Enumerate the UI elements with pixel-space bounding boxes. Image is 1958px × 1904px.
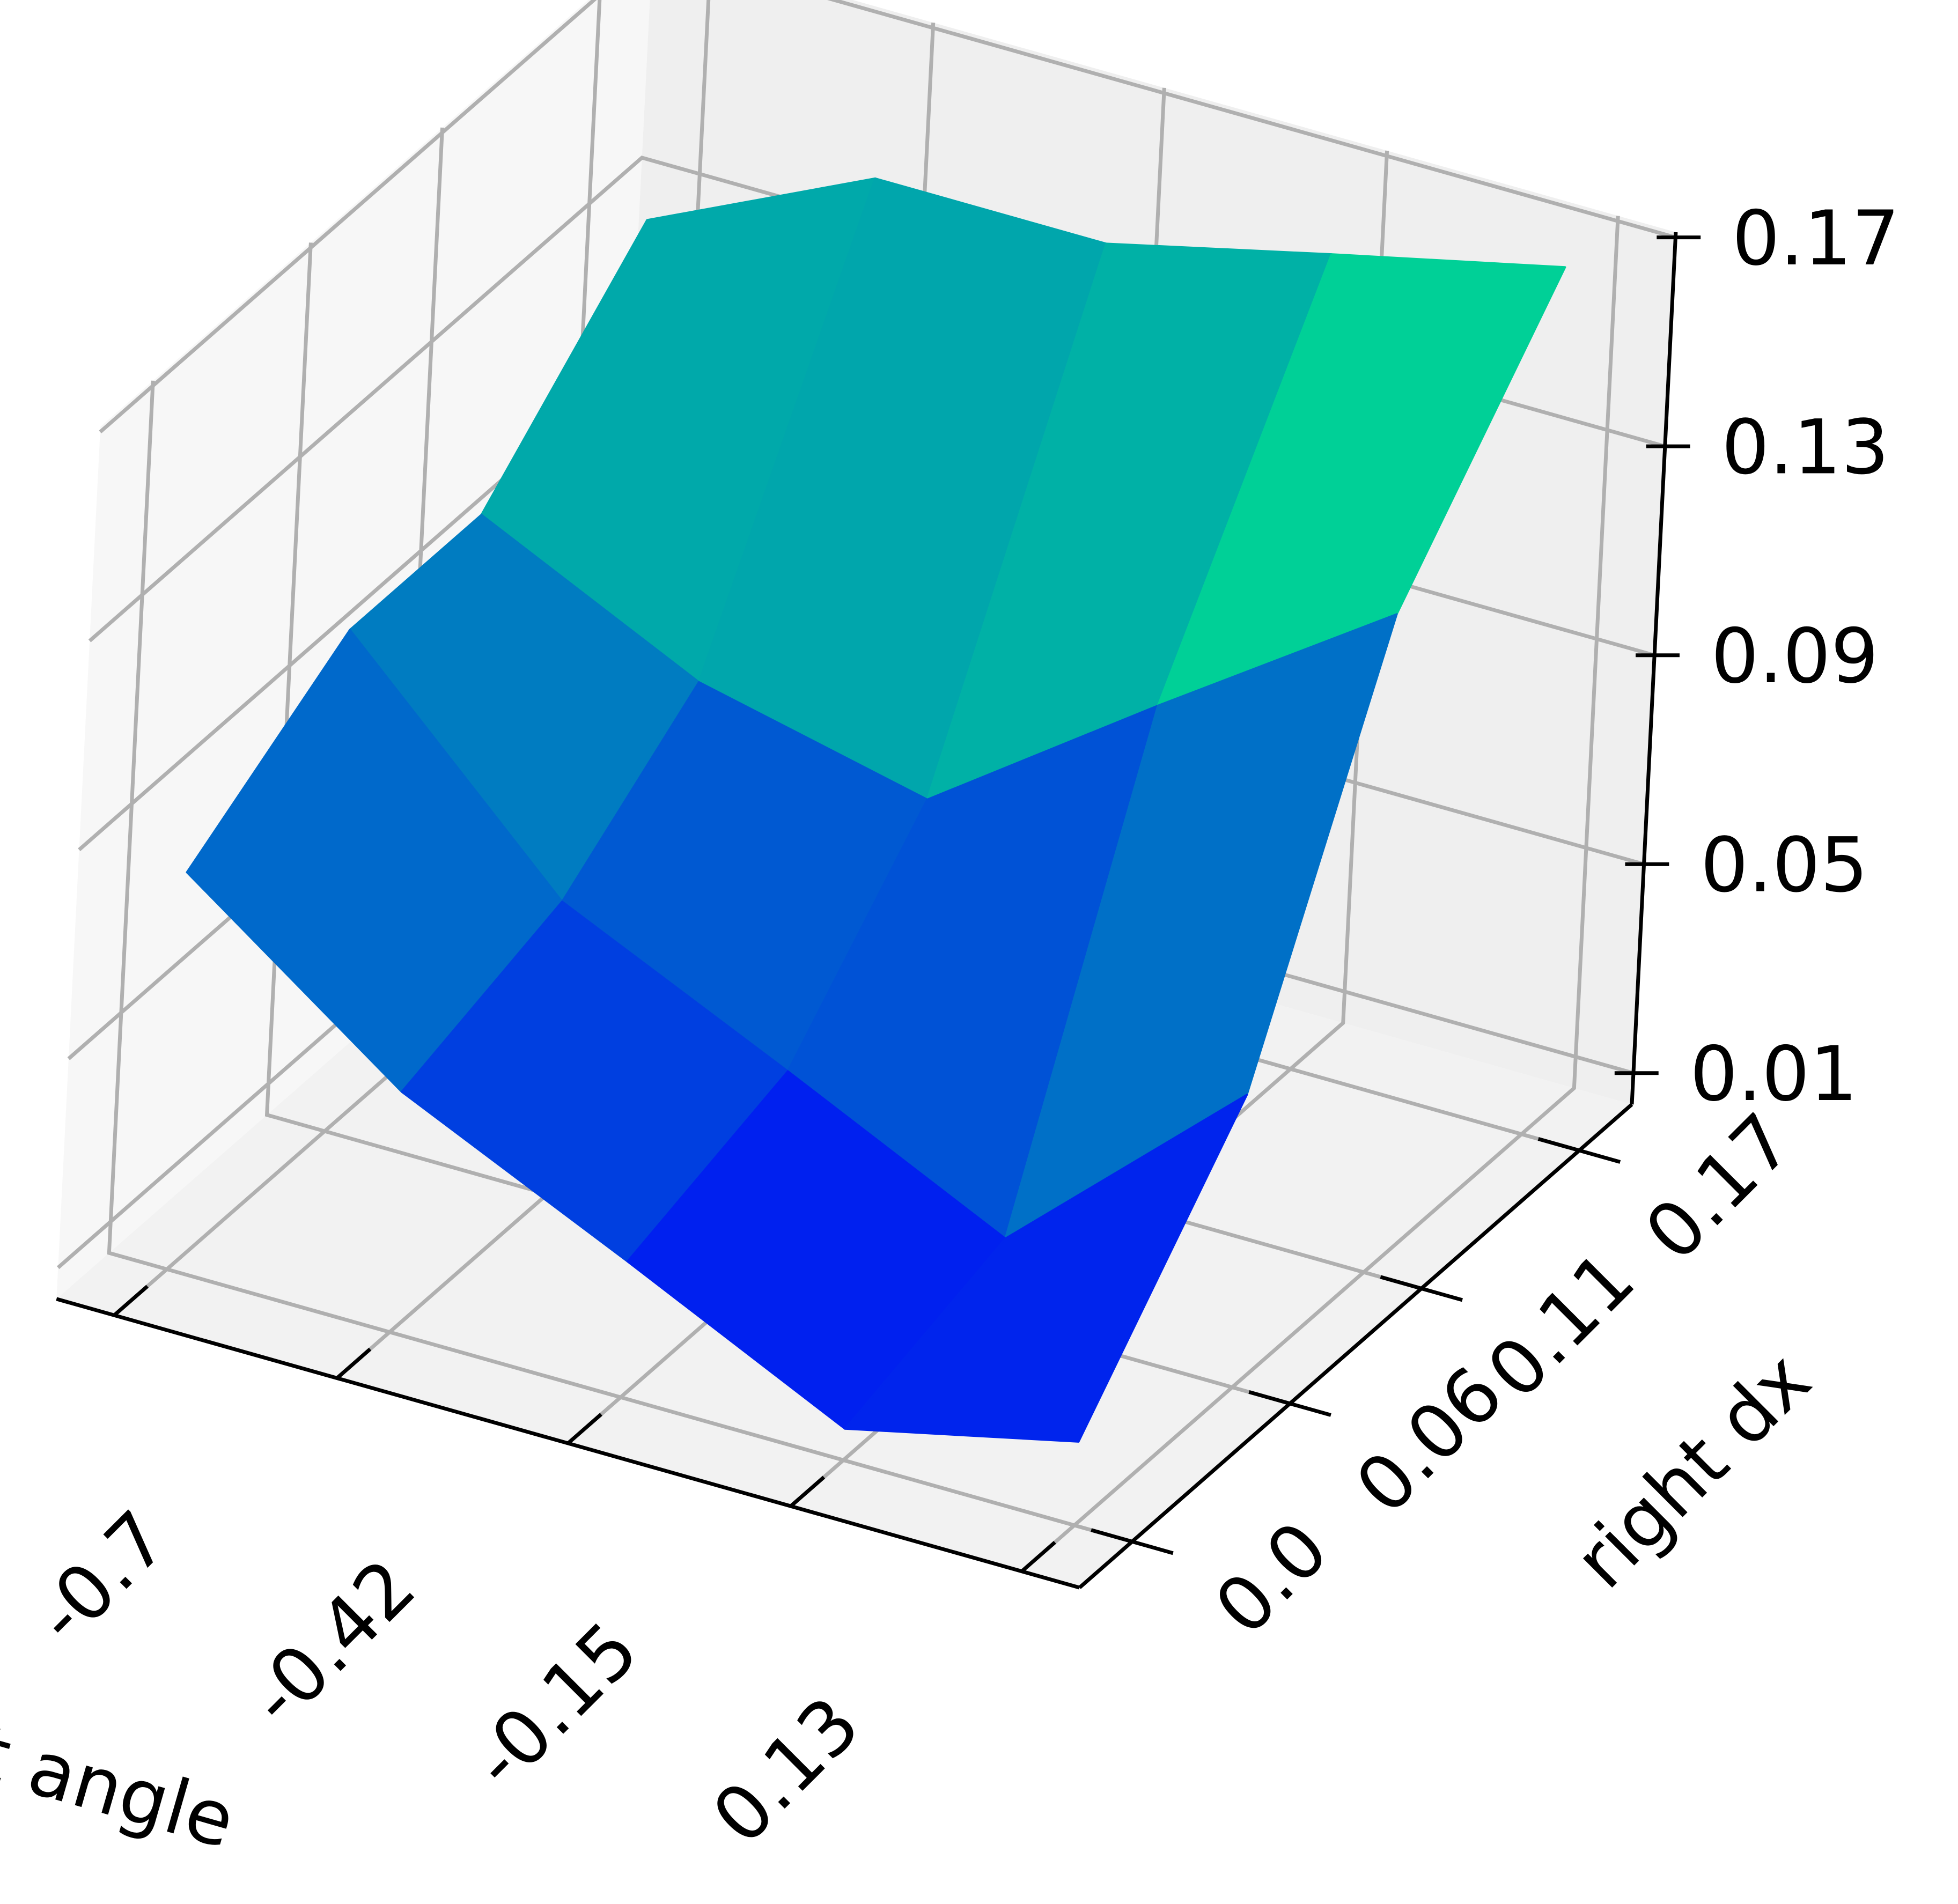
x-tick xyxy=(566,1413,602,1445)
z-tick-label: 0.01 xyxy=(1690,1031,1858,1118)
x-axis-label: wrist angle xyxy=(0,1667,244,1866)
z-tick-label: 0.17 xyxy=(1732,195,1900,283)
x-tick xyxy=(1020,1541,1056,1573)
y-tick xyxy=(1537,1137,1621,1164)
x-tick xyxy=(789,1475,826,1508)
x-tick-label: -0.15 xyxy=(455,1606,655,1805)
z-tick-label: 0.09 xyxy=(1711,613,1879,700)
plot-area: -0.97-0.7-0.42-0.150.130.00.060.110.170.… xyxy=(0,0,1900,1865)
z-tick-label: 0.13 xyxy=(1721,404,1889,491)
grid-line xyxy=(99,0,1676,433)
y-tick-label: 0.0 xyxy=(1199,1506,1345,1652)
y-tick-label: 0.17 xyxy=(1629,1097,1809,1278)
y-tick xyxy=(1091,1528,1174,1555)
z-axis xyxy=(1630,232,1678,1105)
x-tick-label: 0.13 xyxy=(696,1681,877,1861)
grid-line xyxy=(1020,216,1620,1573)
x-tick-label: -0.7 xyxy=(19,1495,185,1661)
x-tick xyxy=(113,1285,149,1317)
y-tick-label: 0.11 xyxy=(1471,1235,1651,1415)
x-tick xyxy=(335,1347,372,1380)
y-tick xyxy=(1248,1390,1331,1417)
grid-line xyxy=(107,380,1133,1544)
y-axis xyxy=(1078,1103,1633,1589)
surface-face xyxy=(844,1094,1248,1443)
y-tick xyxy=(1380,1275,1463,1302)
x-tick-label: -0.42 xyxy=(233,1543,432,1743)
z-tick-label: 0.05 xyxy=(1701,822,1868,909)
y-tick-label: 0.06 xyxy=(1339,1350,1520,1531)
y-axis-label: right dx xyxy=(1558,1336,1828,1605)
